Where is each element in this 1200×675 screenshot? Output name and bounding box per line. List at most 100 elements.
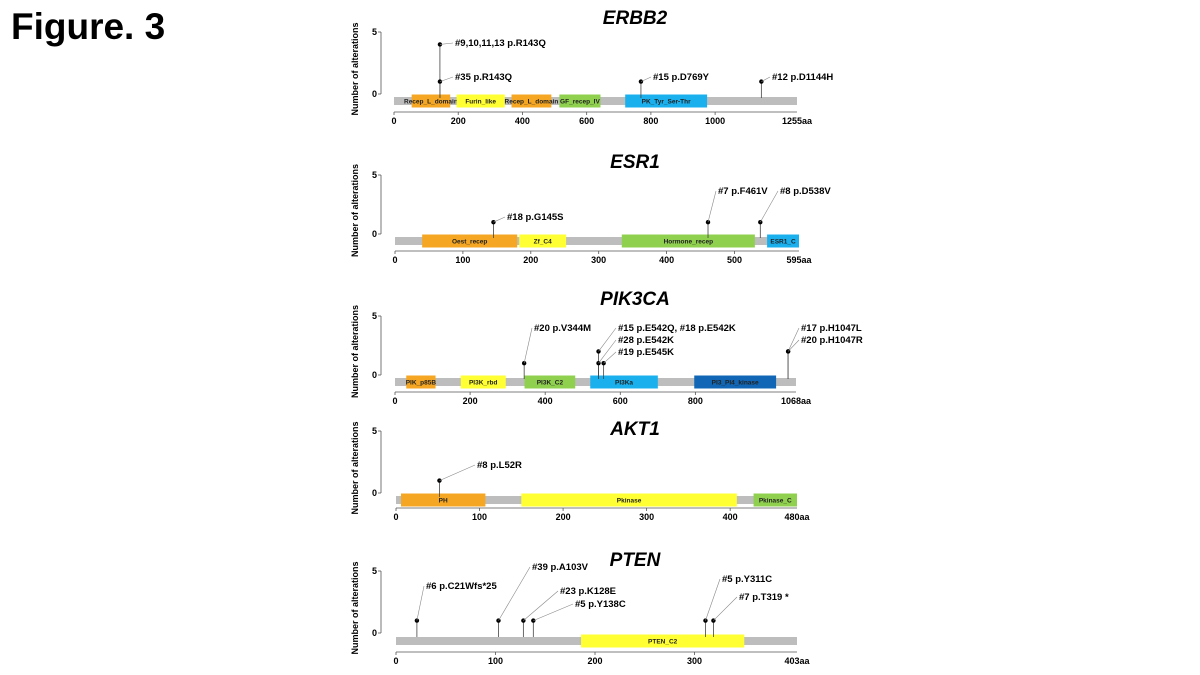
gene-title: PTEN [610, 550, 662, 571]
protein-domain [511, 94, 552, 108]
protein-length-label: 480aa [784, 512, 810, 522]
mutation-label: #6 p.C21Wfs*25 [426, 581, 497, 592]
domain-label: PI3_PI4_kinase [712, 380, 759, 387]
domain-label: Oest_recep [452, 239, 487, 246]
figure-label: Figure. 3 [11, 6, 166, 47]
protein-domain [694, 375, 777, 389]
gene-title: ERBB2 [603, 8, 668, 29]
domain-label: Pkinase [617, 498, 642, 505]
mutation-label: #17 p.H1047L [801, 323, 862, 334]
x-tick-label: 400 [723, 512, 738, 522]
protein-length-label: 1255aa [782, 116, 813, 126]
mutation-dot [437, 42, 443, 47]
mutation-dot [414, 618, 420, 623]
y-tick-label: 0 [372, 229, 377, 239]
mutation-leader [439, 76, 454, 82]
mutation-dot [437, 478, 442, 483]
x-tick-label: 100 [488, 656, 503, 666]
x-tick-label: 300 [639, 512, 654, 522]
protein-domain [521, 493, 737, 507]
x-tick-label: 0 [392, 255, 397, 265]
panel-pik3ca: PIK3CA Number of alterations 0 5 PIK_p85B PI3… [350, 289, 863, 406]
protein-domain [590, 375, 658, 389]
x-tick-label: 100 [472, 512, 487, 522]
x-tick-label: 800 [643, 116, 658, 126]
domain-label: GF_recep_IV [560, 99, 600, 106]
mutation-leader [787, 327, 800, 352]
domain-label: ESR1_C [770, 239, 796, 246]
protein-domain [559, 94, 601, 108]
x-tick-label: 200 [556, 512, 571, 522]
protein-domain [621, 234, 755, 248]
x-tick-label: 400 [515, 116, 530, 126]
protein-domain [767, 234, 799, 248]
mutation-leader [603, 351, 617, 364]
mutation-label: #7 p.F461V [718, 186, 768, 197]
x-tick-label: 100 [455, 255, 470, 265]
mutation-leader [523, 590, 559, 621]
domain-label: Furin_like [465, 99, 496, 106]
mutation-leader [533, 603, 574, 621]
domain-label: Pkinase_C [759, 498, 792, 505]
domain-label: Recep_L_domain [404, 99, 458, 106]
y-axis-label: Number of alterations [350, 421, 360, 514]
mutation-label: #19 p.E545K [618, 347, 674, 358]
y-axis-label: Number of alterations [350, 305, 360, 398]
y-tick-label: 5 [372, 566, 377, 576]
mutation-label: #9,10,11,13 p.R143Q [455, 38, 546, 49]
mutation-leader [498, 566, 531, 621]
mutation-label: #5 p.Y311C [722, 574, 772, 585]
y-tick-label: 0 [372, 628, 377, 638]
x-tick-label: 500 [727, 255, 742, 265]
panel-akt1: AKT1 Number of alterations 0 5 PH Pkinase Pkin… [350, 419, 811, 522]
domain-label: PIK_p85B [406, 380, 437, 387]
mutation-leader [523, 327, 533, 364]
mutation-leader [439, 464, 476, 481]
protein-domain [411, 94, 451, 108]
x-tick-label: 0 [391, 116, 396, 126]
y-tick-label: 5 [372, 27, 377, 37]
x-tick-label: 300 [687, 656, 702, 666]
mutation-label: #18 p.G145S [507, 212, 564, 223]
domain-label: PI3K_C2 [537, 380, 564, 387]
mutation-label: #20 p.H1047R [801, 335, 863, 346]
y-axis-label: Number of alterations [350, 561, 360, 654]
y-axis-label: Number of alterations [350, 22, 360, 115]
mutation-leader [439, 42, 454, 45]
x-tick-label: 600 [579, 116, 594, 126]
x-tick-label: 400 [659, 255, 674, 265]
x-tick-label: 200 [463, 396, 478, 406]
mutation-dot [759, 79, 764, 84]
y-tick-label: 0 [372, 89, 377, 99]
protein-backbone [395, 237, 799, 245]
x-tick-label: 400 [538, 396, 553, 406]
x-tick-label: 200 [523, 255, 538, 265]
x-tick-label: 200 [587, 656, 602, 666]
mutation-dot [437, 79, 443, 84]
y-tick-label: 5 [372, 311, 377, 321]
protein-domain [581, 634, 745, 648]
gene-title: PIK3CA [600, 289, 670, 310]
mutation-label: #8 p.D538V [780, 186, 831, 197]
gene-title: ESR1 [610, 152, 660, 173]
x-tick-label: 0 [393, 656, 398, 666]
mutation-label: #23 p.K128E [560, 586, 616, 597]
protein-domain [519, 234, 567, 248]
y-tick-label: 0 [372, 370, 377, 380]
protein-domain [625, 94, 708, 108]
x-tick-label: 800 [688, 396, 703, 406]
domain-label: Zf_C4 [534, 239, 552, 246]
y-tick-label: 5 [372, 170, 377, 180]
protein-domain [456, 94, 505, 108]
x-tick-label: 0 [392, 396, 397, 406]
protein-domain [460, 375, 506, 389]
x-tick-label: 600 [613, 396, 628, 406]
x-tick-label: 1000 [705, 116, 725, 126]
protein-domain [524, 375, 576, 389]
mutation-leader [760, 190, 779, 223]
mutation-leader [705, 578, 721, 621]
protein-domain [401, 493, 486, 507]
protein-domain [406, 375, 436, 389]
domain-label: Hormone_recep [664, 239, 714, 246]
panel-esr1: ESR1 Number of alterations 0 5 Oest_recep Zf_… [350, 152, 831, 265]
